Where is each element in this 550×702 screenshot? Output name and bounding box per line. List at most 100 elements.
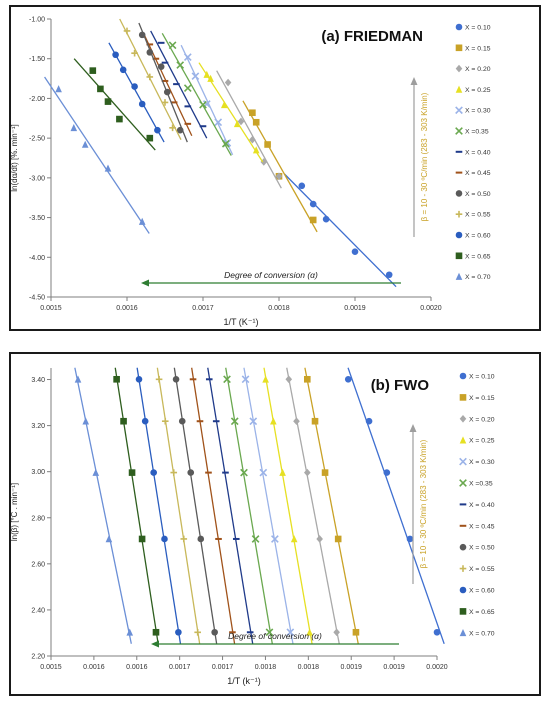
data-point [220, 100, 228, 109]
data-point [169, 124, 176, 132]
trend-line [44, 76, 150, 234]
legend-marker [459, 608, 467, 615]
series-8 [189, 367, 236, 644]
data-point [214, 118, 223, 127]
beta-arrow-head [409, 424, 417, 432]
y-tick-label: -3.50 [29, 215, 45, 222]
legend-marker [459, 586, 467, 594]
x-tick-label: 0.0020 [420, 305, 442, 312]
trend-line [114, 367, 159, 644]
legend-marker [459, 457, 467, 466]
trend-line [173, 367, 218, 644]
data-point [279, 468, 286, 476]
series-4 [198, 62, 264, 163]
y-tick-label: 2.20 [31, 654, 45, 661]
data-point [141, 417, 149, 425]
data-point [81, 140, 89, 148]
legend-label: X = 0.50 [465, 191, 491, 198]
data-point [82, 417, 90, 425]
data-point [249, 135, 256, 144]
series-7 [150, 30, 208, 139]
series-13 [74, 367, 134, 644]
data-point [135, 375, 143, 383]
data-point [406, 535, 414, 543]
y-tick-label: -1.00 [29, 17, 45, 24]
series-6 [161, 32, 232, 156]
data-point [180, 535, 188, 543]
data-point [199, 125, 207, 128]
legend-marker [459, 415, 467, 423]
legend-label: X = 0.10 [465, 25, 491, 32]
data-point [163, 88, 171, 96]
series-8 [142, 32, 193, 137]
data-point [146, 134, 154, 142]
data-point [221, 139, 230, 148]
data-point [146, 73, 154, 81]
data-point [161, 99, 169, 106]
trend-line [304, 367, 359, 644]
data-point [183, 84, 192, 92]
data-point [251, 535, 260, 543]
legend-label: X =0.35 [469, 481, 493, 488]
legend: X = 0.10 X = 0.15 X = 0.20 X = 0.25 X = 0.30… [459, 372, 495, 637]
data-point [304, 375, 311, 383]
beta-arrow-head [410, 77, 418, 85]
data-point [203, 70, 211, 78]
trend-line [286, 367, 340, 644]
legend-marker [459, 629, 467, 637]
beta-label: β = 10 - 30 ºC/min (283 - 303 K/min) [420, 92, 429, 221]
data-point [189, 378, 197, 381]
series-6 [223, 367, 274, 644]
legend-label: X = 0.70 [469, 630, 495, 637]
data-point [172, 375, 180, 383]
y-tick-label: 2.40 [31, 607, 45, 614]
data-point [199, 100, 207, 109]
x-tick-label: 0.0018 [298, 664, 320, 671]
series-10 [119, 18, 182, 141]
legend-label: X = 0.65 [465, 253, 491, 260]
y-tick-label: -3.00 [29, 175, 45, 182]
data-point [249, 417, 258, 426]
trend-line [142, 32, 193, 137]
data-point [271, 535, 279, 543]
data-point [232, 537, 240, 540]
legend-label: X = 0.45 [469, 523, 495, 530]
data-point [265, 628, 274, 637]
y-axis-label: ln(β) [°C . min⁻¹] [11, 483, 19, 541]
data-point [240, 468, 248, 477]
data-point [184, 122, 192, 125]
legend-label: X = 0.45 [465, 170, 491, 177]
series-2 [242, 100, 318, 233]
data-point [309, 200, 317, 208]
data-point [170, 469, 178, 476]
data-point [138, 217, 146, 225]
data-point [123, 27, 131, 35]
legend-label: X =0.35 [465, 129, 489, 136]
legend-marker [455, 150, 463, 153]
legend-label: X = 0.65 [469, 609, 495, 616]
data-point [215, 537, 222, 540]
data-point [170, 101, 178, 104]
x-tick-label: 0.0019 [341, 664, 363, 671]
series-11 [135, 367, 182, 644]
data-point [207, 74, 214, 82]
data-point [259, 468, 268, 477]
data-point [155, 375, 163, 383]
series-1 [344, 367, 445, 645]
data-point [270, 417, 277, 425]
legend-marker [455, 210, 463, 218]
data-point [152, 57, 160, 60]
data-point [365, 417, 373, 425]
series-11 [108, 42, 165, 143]
trend-line [243, 367, 294, 644]
legend-marker [455, 252, 463, 260]
x-tick-label: 0.0015 [40, 305, 62, 312]
data-point [233, 120, 241, 128]
y-tick-label: -4.50 [29, 295, 45, 302]
legend-label: X = 0.30 [469, 459, 495, 466]
conversion-label: Degree of conversion (α) [224, 270, 318, 280]
data-point [322, 215, 330, 223]
x-tick-label: 0.0017 [169, 664, 191, 671]
x-tick-label: 0.0015 [40, 664, 62, 671]
data-point [309, 216, 317, 224]
